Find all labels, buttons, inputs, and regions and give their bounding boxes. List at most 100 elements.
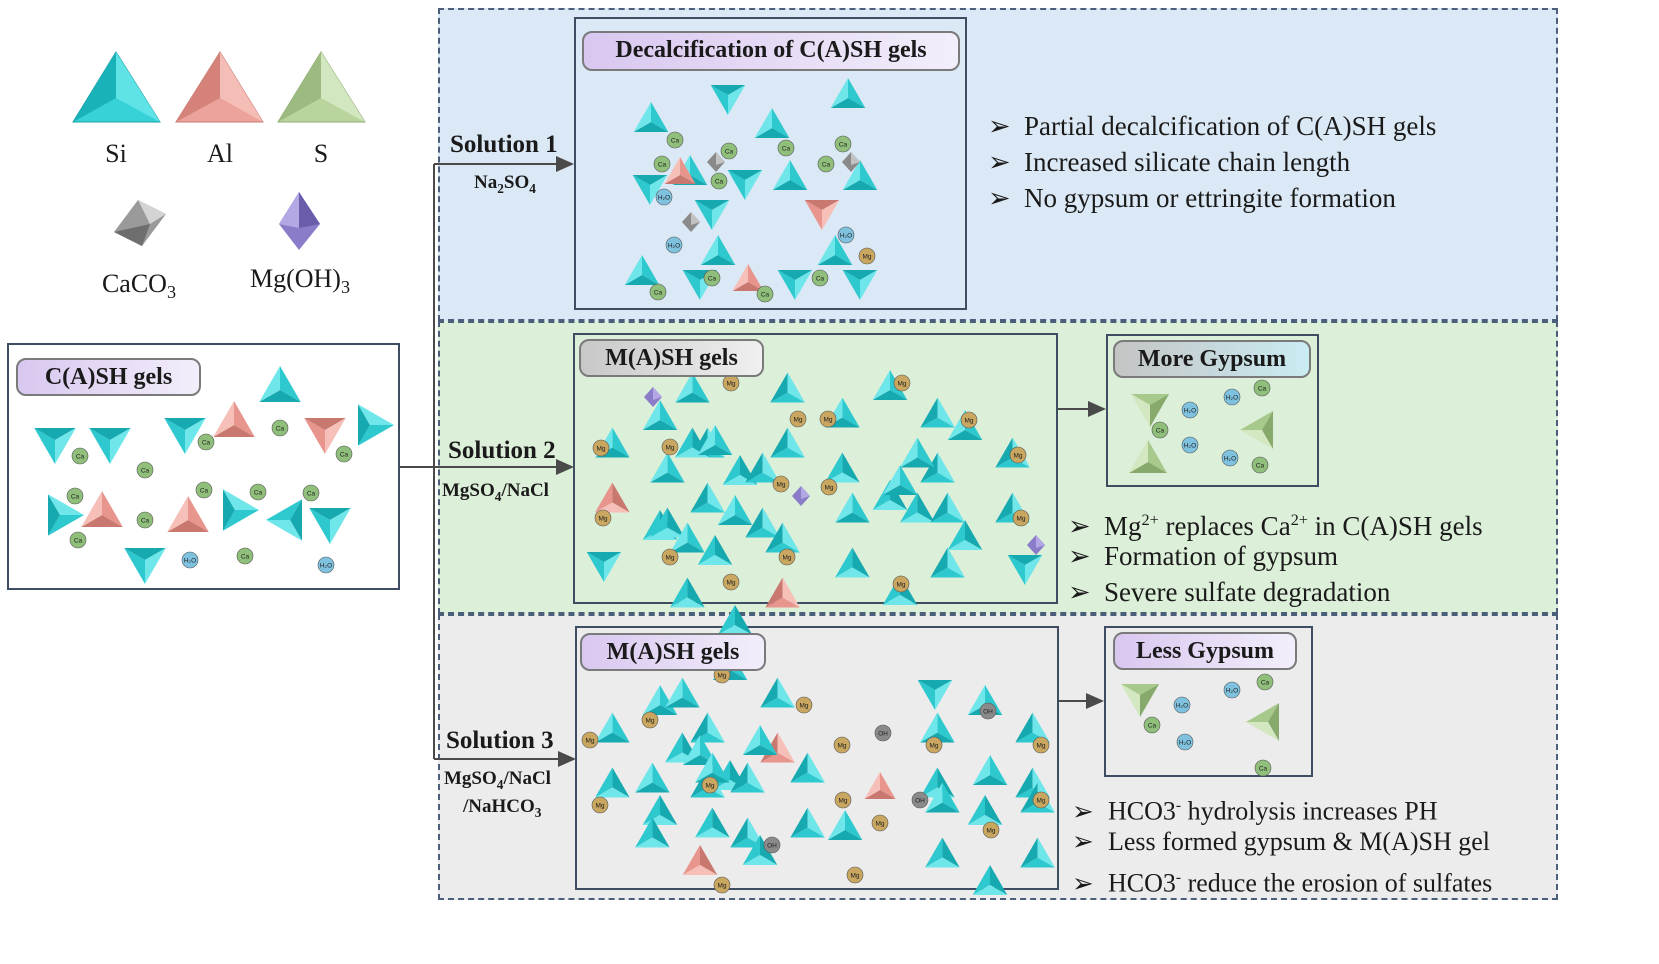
si-tetrahedron <box>164 418 206 454</box>
si-tetrahedron <box>717 495 753 525</box>
octahedron-particle <box>792 486 810 506</box>
si-tetrahedron <box>694 200 730 230</box>
mg-ion: Mg <box>722 374 740 392</box>
al-tetrahedron <box>664 157 696 184</box>
svg-text:Ca: Ca <box>761 292 770 299</box>
oh-ion: OH <box>874 724 892 742</box>
solution2-finding-1: ➢ Mg2+ replaces Ca2+ in C(A)SH gels <box>1068 511 1483 541</box>
h2o-ion: H₂O <box>181 551 199 569</box>
svg-text:Mg: Mg <box>929 743 938 750</box>
ca-ion: Ca <box>271 419 289 437</box>
ca-ion: Ca <box>236 547 254 565</box>
svg-text:Mg: Mg <box>665 555 674 562</box>
mg-ion: Mg <box>713 876 731 894</box>
si-tetrahedron <box>358 404 394 446</box>
solution2-product-title: More Gypsum <box>1113 340 1311 378</box>
si-tetrahedron <box>595 767 630 798</box>
si-tetrahedron <box>309 508 351 544</box>
si-tetrahedron <box>900 492 935 523</box>
mg-ion: Mg <box>772 475 790 493</box>
ca-ion: Ca <box>249 483 267 501</box>
oh-ion: OH <box>763 836 781 854</box>
mg-ion: Mg <box>925 736 943 754</box>
si-tetrahedron <box>817 235 853 265</box>
ca-ion: Ca <box>653 155 671 173</box>
legend-s-label: S <box>313 139 329 168</box>
s-tetrahedron <box>1130 394 1170 427</box>
svg-text:Mg: Mg <box>776 482 785 489</box>
legend-caco3-label: CaCO3 <box>101 269 177 303</box>
si-tetrahedron <box>34 428 76 464</box>
mg-ion: Mg <box>820 478 838 496</box>
si-tetrahedron <box>595 712 630 743</box>
svg-text:Ca: Ca <box>1256 463 1265 470</box>
si-tetrahedron <box>727 170 763 200</box>
h2o-ion: H₂O <box>837 226 855 244</box>
h2o-ion: H₂O <box>655 188 673 206</box>
mg-ion: Mg <box>789 410 807 428</box>
svg-text:H₂O: H₂O <box>1184 408 1196 415</box>
solution1-label: Solution 1 <box>450 131 558 158</box>
mg-ion: Mg <box>1012 509 1030 527</box>
octahedron-particle <box>644 387 662 407</box>
svg-text:OH: OH <box>878 731 888 738</box>
svg-text:Ca: Ca <box>822 162 831 169</box>
si-tetrahedron <box>920 397 955 428</box>
si-tetrahedron <box>670 577 705 608</box>
al-tetrahedron <box>81 491 123 527</box>
h2o-ion: H₂O <box>665 236 683 254</box>
svg-text:Ca: Ca <box>725 149 734 156</box>
svg-text:Ca: Ca <box>76 454 85 461</box>
mg-ion: Mg <box>871 814 889 832</box>
svg-text:Ca: Ca <box>1148 723 1157 730</box>
solution2-label: Solution 2 <box>448 437 556 464</box>
solution3-finding-2: ➢ Less formed gypsum & M(A)SH gel <box>1072 827 1491 856</box>
mg-ion: Mg <box>819 410 837 428</box>
solution3-product-title: Less Gypsum <box>1113 632 1297 670</box>
al-tetrahedron <box>682 845 718 875</box>
si-tetrahedron <box>900 437 935 468</box>
si-tetrahedron <box>742 725 778 755</box>
svg-text:Ca: Ca <box>202 440 211 447</box>
svg-text:OH: OH <box>915 798 925 805</box>
solution1-findings-list: ➢ Partial decalcification of C(A)SH gels … <box>988 108 1436 216</box>
solution1-structure-title: Decalcification of C(A)SH gels <box>582 31 960 71</box>
si-tetrahedron <box>835 492 870 523</box>
legend-al-label: Al <box>207 139 233 168</box>
si-tetrahedron <box>772 160 808 190</box>
si-tetrahedron <box>1007 555 1043 585</box>
svg-text:Mg: Mg <box>705 783 714 790</box>
ca-ion: Ca <box>777 139 795 157</box>
si-tetrahedron <box>717 605 753 635</box>
svg-text:Mg: Mg <box>1013 453 1022 460</box>
octahedron-particle <box>682 212 700 232</box>
solution1-finding-3: ➢ No gypsum or ettringite formation <box>988 183 1396 213</box>
si-tetrahedron <box>770 372 805 403</box>
svg-text:Mg: Mg <box>1036 798 1045 805</box>
svg-text:H₂O: H₂O <box>1224 456 1236 463</box>
si-tetrahedron <box>745 507 780 538</box>
ca-ion: Ca <box>1251 456 1269 474</box>
svg-text:Mg: Mg <box>1016 516 1025 523</box>
ca-ion: Ca <box>1254 759 1272 777</box>
si-tetrahedron <box>635 762 670 793</box>
svg-text:OH: OH <box>767 843 777 850</box>
svg-text:Mg: Mg <box>665 445 674 452</box>
mg-ion: Mg <box>1032 791 1050 809</box>
ca-ion: Ca <box>136 511 154 529</box>
svg-text:Mg: Mg <box>896 582 905 589</box>
ca-ion: Ca <box>834 135 852 153</box>
si-tetrahedron <box>586 552 622 582</box>
solution3-findings-list: ➢ HCO3- hydrolysis increases PH ➢ Less for… <box>1072 788 1492 898</box>
solution3-finding-1: ➢ HCO3- hydrolysis increases PH <box>1072 796 1438 826</box>
si-tetrahedron <box>754 108 790 138</box>
s-tetrahedron-icon <box>277 51 366 123</box>
al-tetrahedron <box>864 772 896 799</box>
h2o-ion: H₂O <box>1181 436 1199 454</box>
si-tetrahedron <box>1020 837 1055 868</box>
oh-ion: OH <box>979 702 997 720</box>
si-tetrahedron <box>675 372 710 403</box>
ca-ion: Ca <box>811 269 829 287</box>
si-tetrahedron <box>872 480 908 510</box>
si-tetrahedron <box>967 795 1003 825</box>
